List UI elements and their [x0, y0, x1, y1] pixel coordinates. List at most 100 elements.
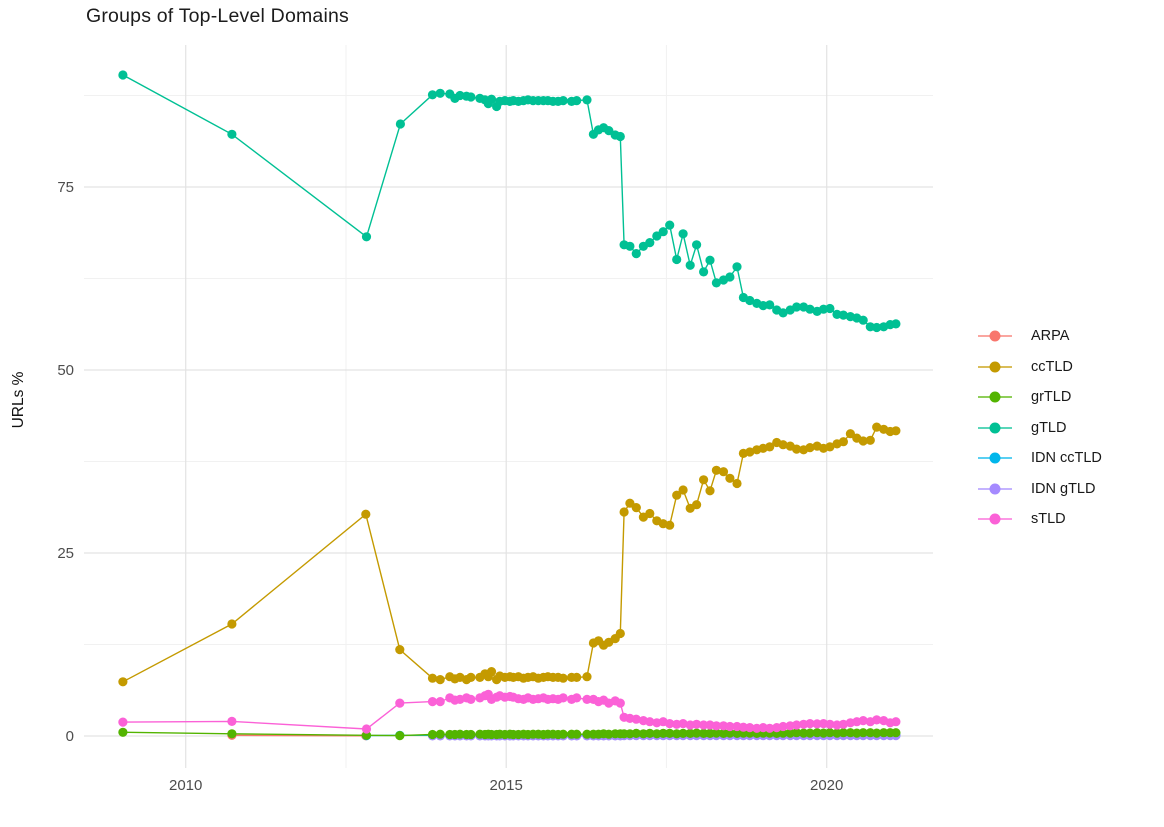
data-point	[825, 728, 835, 738]
data-point	[692, 728, 702, 738]
data-point	[395, 698, 405, 708]
data-point	[838, 719, 849, 729]
data-point	[582, 729, 592, 739]
data-point	[645, 238, 655, 248]
data-point	[765, 300, 775, 310]
data-point	[558, 673, 568, 683]
data-point	[825, 442, 835, 452]
legend-key-icon	[978, 361, 1012, 373]
data-point	[435, 729, 445, 739]
data-point	[227, 129, 237, 139]
legend-item-ccTLD: ccTLD	[978, 352, 1102, 383]
data-point	[631, 503, 641, 513]
data-point	[872, 715, 882, 725]
data-point	[725, 272, 735, 282]
data-point	[692, 500, 702, 510]
data-point	[872, 728, 882, 738]
legend-item-sTLD: sTLD	[978, 504, 1102, 535]
data-point	[582, 672, 592, 682]
data-point	[619, 507, 629, 517]
data-point	[582, 95, 592, 105]
data-point	[615, 698, 625, 708]
data-point	[711, 278, 722, 288]
data-point	[361, 724, 372, 734]
data-point	[466, 92, 476, 102]
legend-key-icon	[978, 330, 1012, 342]
x-tick-label: 2020	[810, 777, 843, 794]
data-point	[778, 308, 788, 318]
legend-label: grTLD	[1031, 389, 1072, 406]
data-point	[395, 731, 405, 741]
data-point	[361, 509, 371, 519]
data-point	[631, 728, 641, 739]
data-point	[765, 723, 775, 733]
data-point	[435, 697, 445, 707]
data-point	[778, 721, 788, 732]
data-point	[645, 717, 655, 727]
data-point	[799, 728, 809, 738]
data-point	[427, 90, 438, 100]
data-point	[455, 729, 465, 739]
data-point	[838, 728, 849, 738]
data-point	[711, 728, 722, 738]
data-point	[227, 716, 237, 727]
data-point	[572, 96, 582, 106]
data-point	[361, 232, 372, 242]
data-point	[672, 254, 682, 265]
data-point	[631, 714, 641, 724]
data-point	[645, 728, 655, 739]
series-line	[122, 426, 896, 683]
data-point	[838, 310, 849, 320]
data-point	[792, 728, 802, 738]
data-point	[891, 426, 901, 436]
data-point	[879, 728, 889, 738]
legend-dot-icon	[989, 361, 1001, 373]
data-point	[227, 619, 237, 629]
data-point	[825, 719, 835, 729]
data-point	[558, 96, 568, 106]
data-point	[118, 70, 128, 80]
series-sTLD	[118, 689, 901, 734]
data-point	[838, 437, 849, 447]
data-point	[745, 723, 755, 733]
data-point	[865, 435, 875, 445]
data-point	[725, 728, 735, 738]
data-point	[118, 727, 128, 737]
legend-dot-icon	[989, 330, 1001, 342]
data-point	[665, 728, 675, 739]
legend-dot-icon	[989, 422, 1001, 434]
data-point	[692, 240, 702, 250]
data-point	[665, 220, 675, 230]
data-point	[665, 520, 675, 530]
legend-label: IDN gTLD	[1031, 480, 1096, 497]
data-point	[625, 498, 635, 508]
data-point	[858, 716, 868, 726]
data-point	[645, 508, 655, 519]
data-point	[858, 728, 868, 738]
data-point	[745, 447, 755, 457]
data-point	[558, 729, 568, 739]
x-tick-label: 2015	[490, 777, 523, 794]
data-point	[699, 267, 709, 277]
data-point	[792, 720, 802, 730]
data-point	[658, 227, 668, 237]
data-point	[615, 131, 625, 142]
data-point	[778, 440, 788, 450]
legend-key-icon	[978, 452, 1012, 464]
series-line	[122, 74, 896, 329]
data-point	[705, 486, 715, 496]
data-point	[615, 628, 625, 639]
data-point	[466, 694, 476, 705]
data-point	[427, 697, 438, 707]
data-point	[118, 717, 128, 727]
data-point	[825, 303, 835, 314]
data-point	[395, 119, 405, 129]
data-point	[572, 693, 582, 703]
data-point	[805, 304, 815, 314]
data-point	[672, 490, 682, 500]
legend-item-grTLD: grTLD	[978, 382, 1102, 413]
data-point	[486, 667, 497, 677]
legend-dot-icon	[989, 452, 1001, 464]
